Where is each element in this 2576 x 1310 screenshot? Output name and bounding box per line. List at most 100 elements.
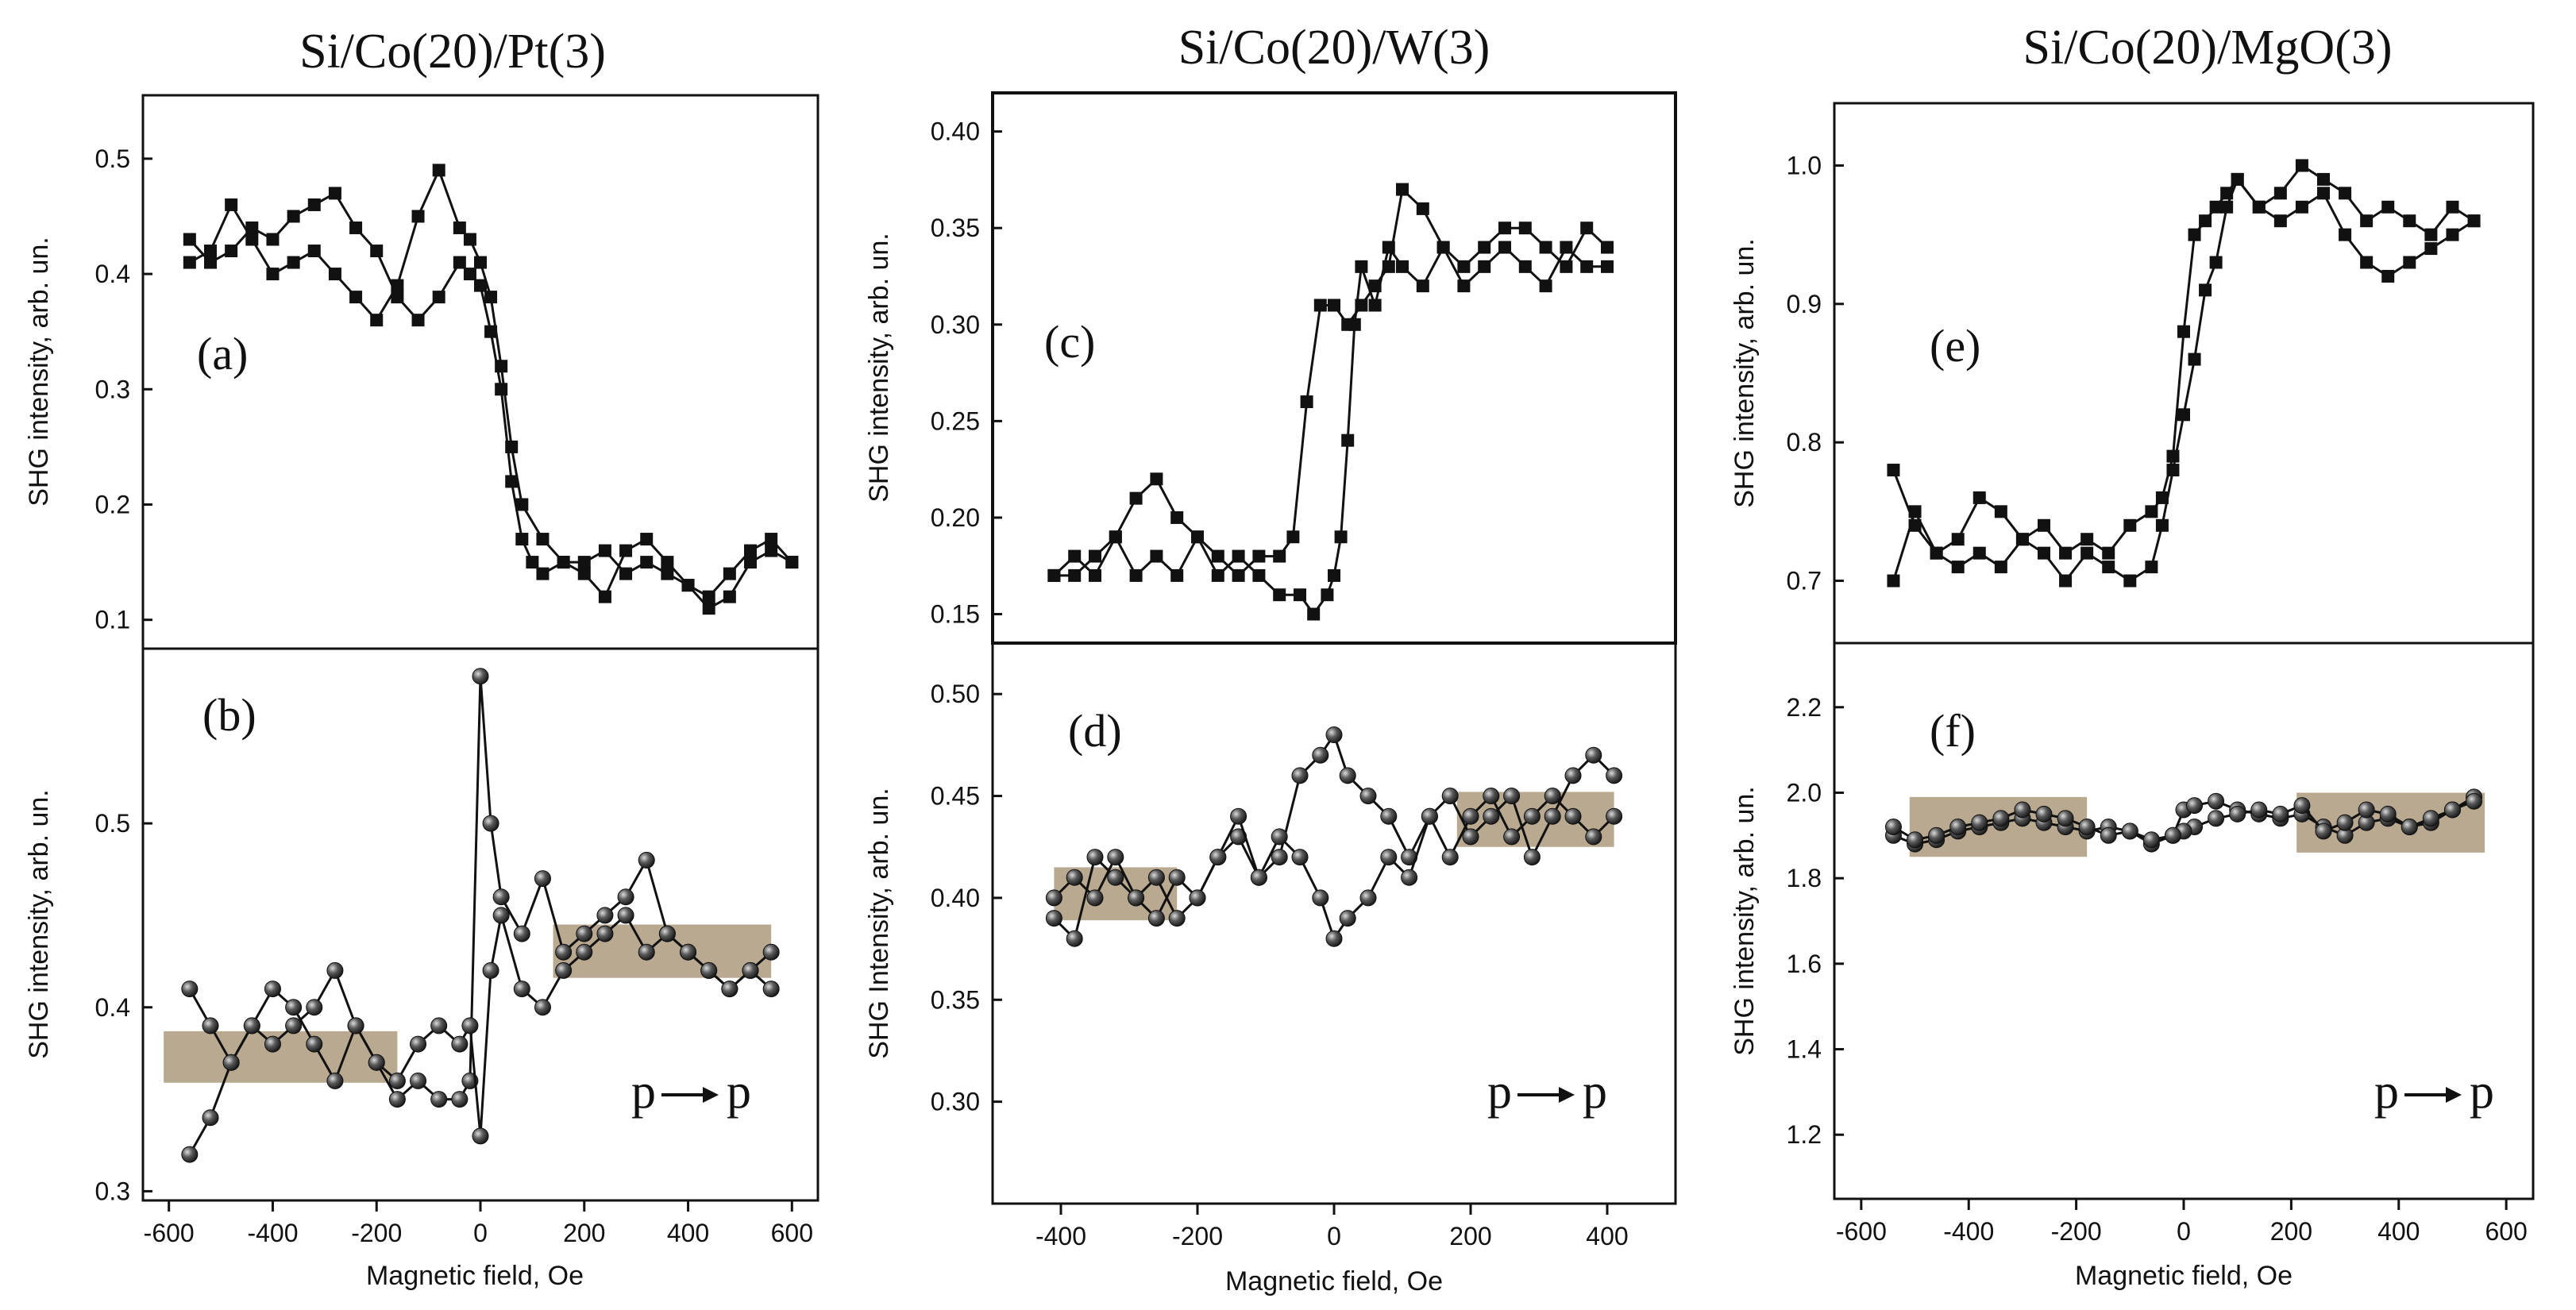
panel-b-s1-point-2 <box>721 981 738 998</box>
panel-b-s0-point-16 <box>482 815 499 832</box>
panel-a-s0-point-29 <box>702 602 715 615</box>
panel-d-s0-point-20 <box>1441 788 1459 805</box>
panel-d-s1-point-4 <box>1523 807 1541 825</box>
panel-f-s1-point-1 <box>2443 801 2461 819</box>
panel-c-s1-point-9 <box>1416 202 1429 215</box>
panel-b-xtick-label-0: -600 <box>144 1219 195 1247</box>
panel-d-s1-point-16 <box>1291 849 1309 866</box>
panel-d-s1-point-23 <box>1147 869 1165 886</box>
panel-d-s0-point-11 <box>1271 849 1288 866</box>
panel-d-s1-point-1 <box>1585 828 1602 846</box>
panel-d: 0.30 0.35 0.40 0.45 0.50 -400 -200 0 200 400 SHG … <box>864 642 1677 1297</box>
panel-f-ytick-label-2: 1.6 <box>1787 950 1822 978</box>
panel-b-s1-point-29 <box>202 1017 219 1035</box>
panel-e-s1-point-12 <box>2220 187 2234 200</box>
panel-a-s1-point-29 <box>245 233 259 246</box>
panel-f-xtick-label-2: -200 <box>2051 1217 2102 1246</box>
panel-f-label: (f) <box>1930 705 1976 757</box>
panel-d-s1-point-20 <box>1209 849 1227 866</box>
panel-a-s0-point-30 <box>723 590 736 603</box>
panel-e-s1-point-10 <box>2252 200 2266 214</box>
panel-c-s0-point-23 <box>1416 279 1429 293</box>
panel-e-s1-point-26 <box>1994 505 2007 518</box>
panel-f-s1-point-8 <box>2293 797 2311 815</box>
panel-e-s1-point-21 <box>2102 546 2115 560</box>
panel-d-s0-point-3 <box>1107 869 1124 886</box>
panel-a: 0.10.20.30.40.5 SHG intensity, arb. un. … <box>24 94 819 650</box>
panel-b-s0-point-18 <box>513 925 530 942</box>
panel-c-s0-point-26 <box>1478 260 1491 273</box>
panel-d-xtick-label-3: 200 <box>1449 1222 1491 1250</box>
panel-a-s1-point-13 <box>515 498 529 511</box>
panel-c-s0-point-2 <box>1089 568 1101 582</box>
panel-f-s1-point-2 <box>2422 810 2439 827</box>
panel-a-s1-point-0 <box>785 556 799 569</box>
pol-arrowhead-f <box>2446 1087 2462 1103</box>
panel-f-s1-point-18 <box>2100 826 2117 844</box>
panel-d-s0-point-5 <box>1147 910 1165 927</box>
panel-e-s0-point-23 <box>2295 200 2308 214</box>
panel-a-s0-point-15 <box>474 279 487 292</box>
panel-d-s0-point-24 <box>1523 849 1541 866</box>
panel-c-s1-point-6 <box>1478 241 1491 254</box>
panel-f-s1-point-4 <box>2379 805 2397 823</box>
panel-a-s0-point-7 <box>328 187 341 200</box>
panel-a-s1-point-7 <box>640 533 654 546</box>
panel-a-s0-point-27 <box>661 567 674 580</box>
panel-d-s0-point-15 <box>1339 767 1356 784</box>
pol-arrowhead-b <box>703 1087 719 1103</box>
panel-c-s1-point-26 <box>1129 491 1143 505</box>
panel-b-xtick-label-4: 200 <box>563 1219 605 1247</box>
pol-to-d: p <box>1583 1065 1607 1119</box>
panel-c-s0-point-10 <box>1252 568 1266 582</box>
panel-e-s0-point-3 <box>1951 561 1965 574</box>
panel-f-s1-point-11 <box>2229 805 2246 823</box>
panel-e-s1-point-3 <box>2403 214 2416 228</box>
panel-d-s1-point-9 <box>1421 807 1438 825</box>
panel-c-s1-point-30 <box>1047 568 1061 582</box>
panel-b-s0-point-23 <box>617 888 634 906</box>
panel-d-s1-point-19 <box>1230 807 1248 825</box>
panel-c-s1-point-29 <box>1068 568 1082 582</box>
panel-b-s0-point-24 <box>638 851 655 869</box>
panel-d-xtick-label-4: 400 <box>1586 1222 1628 1250</box>
panel-f-s1-point-22 <box>2014 801 2031 819</box>
panel-b-s0-point-5 <box>285 999 303 1016</box>
panel-f-s1-point-28 <box>1884 819 1902 836</box>
panel-d-s1-point-8 <box>1441 849 1459 866</box>
panel-f-pol: p p <box>2374 1065 2494 1119</box>
panel-d-s1-point-27 <box>1066 869 1083 886</box>
panel-e-s0-point-5 <box>1994 561 2007 574</box>
panel-c-s1-point-15 <box>1328 299 1340 312</box>
panel-a-s1-point-24 <box>349 291 363 304</box>
panel-f-ytick-label-1: 1.4 <box>1787 1035 1822 1064</box>
panel-f-s1-point-19 <box>2078 819 2096 836</box>
panel-a-s0-point-2 <box>225 245 238 258</box>
panel-d-label: (d) <box>1068 705 1122 757</box>
panel-f-s1-point-17 <box>2121 823 2138 840</box>
panel-c-ytick-label-1: 0.20 <box>931 503 980 532</box>
panel-c-ytick-label-4: 0.35 <box>931 214 980 242</box>
panel-a-s1-point-22 <box>391 279 404 292</box>
panel-b-s1-point-14 <box>482 961 499 979</box>
panel-a-ytick-label-4: 0.5 <box>95 144 130 173</box>
panel-f-xtick-label-5: 400 <box>2377 1217 2420 1246</box>
panel-c-ytick-label-0: 0.15 <box>931 600 980 629</box>
panel-e-s0-point-7 <box>2038 546 2050 560</box>
panel-b-ytick-label-1: 0.4 <box>95 993 130 1022</box>
panel-b-s0-point-13 <box>451 1091 469 1108</box>
panel-b-s1-point-1 <box>742 961 759 979</box>
panel-d-s1-point-11 <box>1380 849 1398 866</box>
panel-c-s0-point-6 <box>1170 568 1184 582</box>
panel-e-s0-point-0 <box>1887 574 1900 588</box>
panel-e-s0-point-19 <box>2220 200 2234 214</box>
panel-e-label: (e) <box>1930 320 1980 372</box>
panel-f-ytick-label-0: 1.2 <box>1787 1120 1822 1149</box>
panel-e-s0-point-15 <box>2177 408 2190 422</box>
panel-c-ytick-label-5: 0.40 <box>931 118 980 146</box>
panel-c-s1-point-10 <box>1396 183 1409 196</box>
panel-e-s0-point-13 <box>2155 518 2169 532</box>
panel-c: 0.15 0.20 0.25 0.30 0.35 0.40 SHG intensity, … <box>864 91 1677 645</box>
panel-e-s1-point-5 <box>2360 214 2374 228</box>
